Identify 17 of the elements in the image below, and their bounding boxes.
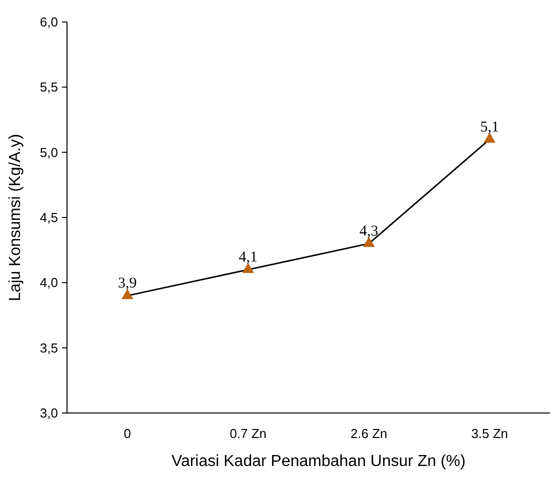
y-tick-label: 6,0 <box>40 14 58 30</box>
x-tick-label: 2.6 Zn <box>350 426 388 441</box>
data-label: 4,3 <box>360 224 378 240</box>
data-label: 3,9 <box>118 276 137 292</box>
x-tick-label: 3.5 Zn <box>471 426 508 441</box>
x-tick-label: 0.7 Zn <box>230 426 267 441</box>
y-tick-label: 4,0 <box>40 275 58 290</box>
y-tick-label: 3,5 <box>40 340 58 356</box>
y-axis-title: Laju Konsumsi (Kg/A.y) <box>7 134 24 302</box>
data-label: 5,1 <box>480 119 499 136</box>
x-axis-title: Variasi Kadar Penambahan Unsur Zn (%) <box>171 453 466 470</box>
data-label: 4,1 <box>238 250 258 266</box>
y-tick-label: 5,5 <box>40 80 58 95</box>
y-tick-label: 3,0 <box>40 406 58 421</box>
y-tick-label: 4,5 <box>40 210 58 226</box>
y-tick-label: 5,0 <box>40 144 58 160</box>
x-tick-label: 0 <box>124 426 131 441</box>
